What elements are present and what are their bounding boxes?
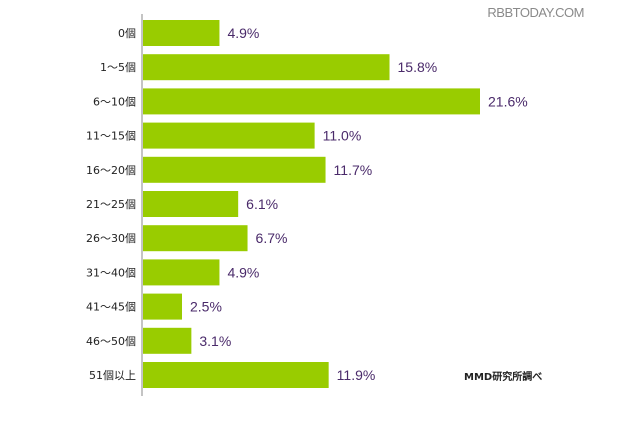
category-labels: 0個 1～5個 6～10個 11～15個 16～20個 21～25個 26～30個 31～40… [86,27,136,382]
value-labels: 4.9% 15.8% 21.6% 11.0% 11.7% 6.1% 6.7% 4.9% 2.5%… [190,25,528,383]
value-label: 6.1% [246,196,278,212]
bar [143,259,220,286]
watermark-text: RBBTODAY.COM [487,5,584,20]
value-label: 6.7% [256,230,288,246]
value-label: 11.7% [334,162,373,178]
bar [143,54,390,81]
bar [143,156,326,183]
bar [143,20,220,46]
value-label: 11.0% [323,128,362,144]
category-label: 26～30個 [86,232,136,245]
value-label: 4.9% [227,264,259,280]
category-label: 0個 [118,27,136,40]
category-label: 41～45個 [86,301,136,314]
bar [143,88,480,115]
category-label: 1～5個 [100,61,136,74]
value-label: 11.9% [337,367,376,383]
bar [143,362,329,388]
category-label: 16～20個 [86,164,136,177]
category-label: 51個以上 [89,369,136,382]
value-label: 4.9% [227,25,259,41]
value-label: 3.1% [199,333,231,349]
bars [143,20,480,388]
bar [143,122,315,149]
category-label: 6～10個 [93,95,136,108]
value-label: 21.6% [488,93,528,109]
value-label: 2.5% [190,299,222,315]
bar [143,327,192,354]
category-label: 21～25個 [86,198,136,211]
value-label: 15.8% [398,59,438,75]
category-label: 11～15個 [86,130,136,143]
source-note: MMD研究所調べ [464,370,542,383]
bar [143,225,248,252]
category-label: 31～40個 [86,266,136,279]
bar [143,191,239,217]
bar [143,293,183,320]
category-label: 46～50個 [86,335,136,348]
